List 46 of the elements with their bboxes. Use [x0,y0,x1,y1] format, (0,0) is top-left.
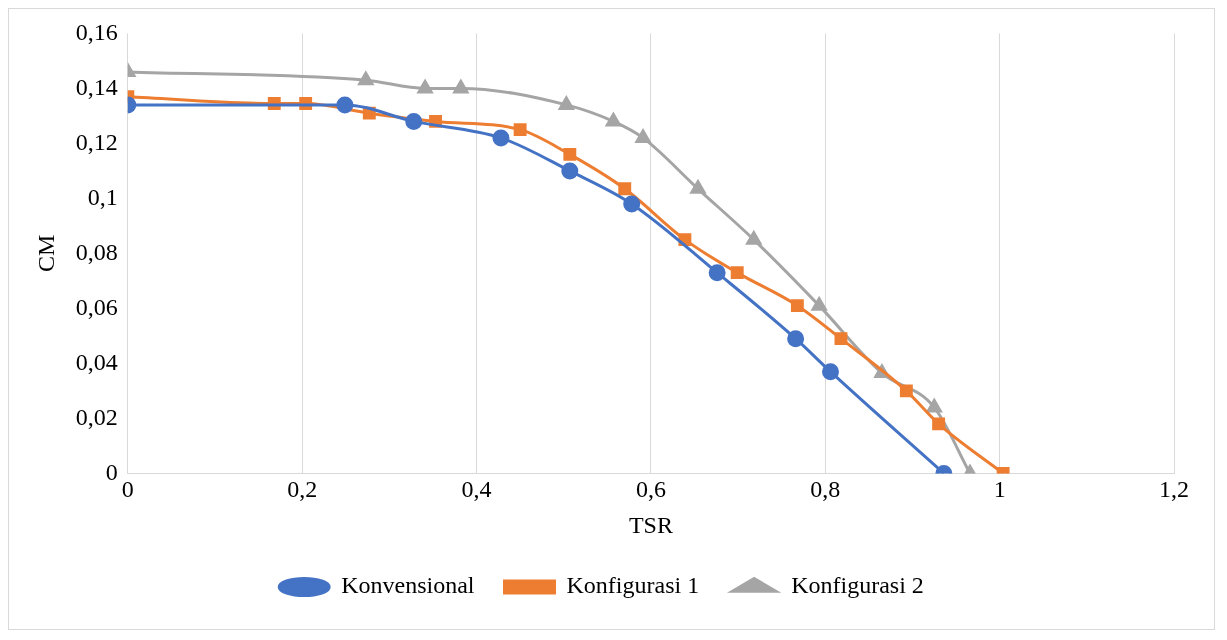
point [618,182,632,196]
point [605,112,621,127]
point [563,147,577,161]
point [926,398,942,413]
y-tick-label: 0,14 [75,73,118,100]
y-tick-label: 0,02 [75,403,118,430]
legend-label: Konfigurasi 1 [566,572,700,599]
legend-label: Konvensional [341,572,475,599]
point [790,299,804,313]
y-tick-label: 0,16 [75,18,118,45]
x-axis-title: TSR [628,511,673,538]
point [834,332,848,346]
point [932,417,946,431]
point [746,231,762,245]
y-tick-label: 0,04 [75,348,118,375]
x-tick-label: 1 [993,476,1006,503]
point [899,384,913,398]
point [453,79,469,94]
point [708,264,726,282]
y-axis-title: CM [32,234,59,273]
point [336,96,354,114]
point [811,297,827,311]
point [405,112,423,130]
point [358,71,374,86]
y-tick-label: 0,06 [75,293,118,320]
x-tick-label: 1,2 [1159,476,1189,503]
point [417,79,433,94]
point [690,180,706,194]
legend-label: Konfigurasi 2 [791,572,924,599]
point [730,266,744,280]
point [558,96,574,110]
y-tick-label: 0,12 [75,128,118,155]
x-tick-label: 0,8 [810,476,841,503]
point [492,129,510,147]
y-tick-label: 0,08 [75,238,118,265]
y-tick-label: 0 [105,458,118,485]
point [623,195,641,213]
point [822,363,839,381]
point [787,330,805,348]
point [561,162,579,180]
x-tick-label: 0,4 [461,476,492,503]
point [513,123,527,137]
point [635,129,651,143]
x-tick-label: 0,2 [287,476,318,503]
y-tick-label: 0,1 [87,183,118,210]
x-tick-label: 0,6 [635,476,666,503]
